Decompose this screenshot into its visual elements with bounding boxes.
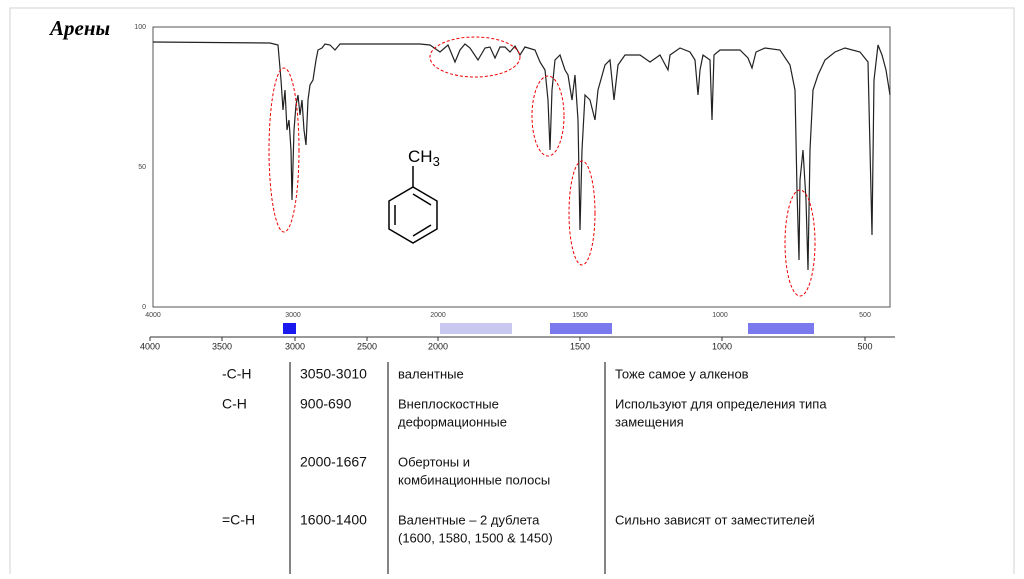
top-x-label: 500: [859, 312, 871, 319]
table-cell: замещения: [615, 414, 684, 429]
molecule-label: CH3: [408, 147, 440, 169]
table-cell: =C-H: [222, 512, 255, 528]
highlight: [784, 189, 816, 297]
slide-frame: [9, 7, 1015, 579]
table-cell: (1600, 1580, 1500 & 1450): [398, 530, 553, 545]
table-cell: Внеплоскостные: [398, 396, 499, 411]
bond: [412, 224, 432, 237]
highlight: [268, 67, 300, 233]
region-bar: [283, 323, 296, 334]
benzene-ring: [388, 186, 438, 244]
top-x-label: 4000: [145, 312, 161, 319]
top-x-label: 3000: [285, 312, 301, 319]
bottom-x-label: 3500: [212, 341, 232, 351]
spectrum-curve: [152, 41, 891, 271]
region-bar: [748, 323, 814, 334]
table-cell: деформационные: [398, 414, 507, 429]
table-cell: Сильно зависят от заместителей: [615, 512, 815, 527]
top-x-label: 1000: [712, 312, 728, 319]
y-tick-label: 100: [134, 24, 146, 31]
bottom-x-label: 2500: [357, 341, 377, 351]
table-cell: валентные: [398, 366, 464, 381]
bottom-x-label: 3000: [285, 341, 305, 351]
molecule-base: CH: [408, 147, 433, 166]
bottom-x-label: 2000: [428, 341, 448, 351]
table-cell: Используют для определения типа: [615, 396, 827, 411]
table-cell: C-H: [222, 396, 247, 412]
region-bar: [440, 323, 512, 334]
top-x-label: 2000: [430, 312, 446, 319]
bottom-x-label: 4000: [140, 341, 160, 351]
bottom-x-label: 1000: [712, 341, 732, 351]
table-cell: комбинационные полосы: [398, 472, 550, 487]
table-cell: 2000-1667: [300, 454, 367, 470]
table-cell: 900-690: [300, 396, 352, 412]
table-cell: 3050-3010: [300, 366, 367, 382]
table-cell: -C-H: [222, 366, 252, 382]
table-lines: [289, 362, 606, 574]
highlight: [531, 75, 565, 157]
plot-frame: [152, 26, 891, 308]
bottom-x-label: 1500: [570, 341, 590, 351]
toluene-structure: [388, 166, 438, 244]
y-tick-label: 0: [142, 304, 146, 311]
bond: [412, 193, 432, 206]
highlight-ellipses: [268, 36, 816, 297]
molecule-subscript: 3: [433, 154, 440, 169]
highlight: [429, 36, 521, 78]
table-cell: 1600-1400: [300, 512, 367, 528]
table: -C-H 3050-3010 валентные Тоже самое у алкен…: [222, 366, 827, 546]
region-bar: [550, 323, 612, 334]
top-x-label: 1500: [572, 312, 588, 319]
slide-title: Арены: [48, 16, 110, 40]
table-cell: Обертоны и: [398, 454, 470, 469]
y-tick-label: 50: [138, 164, 146, 171]
bottom-x-label: 500: [857, 341, 872, 351]
highlight: [568, 160, 596, 266]
table-cell: Тоже самое у алкенов: [615, 366, 749, 381]
table-cell: Валентные – 2 дублета: [398, 512, 540, 527]
